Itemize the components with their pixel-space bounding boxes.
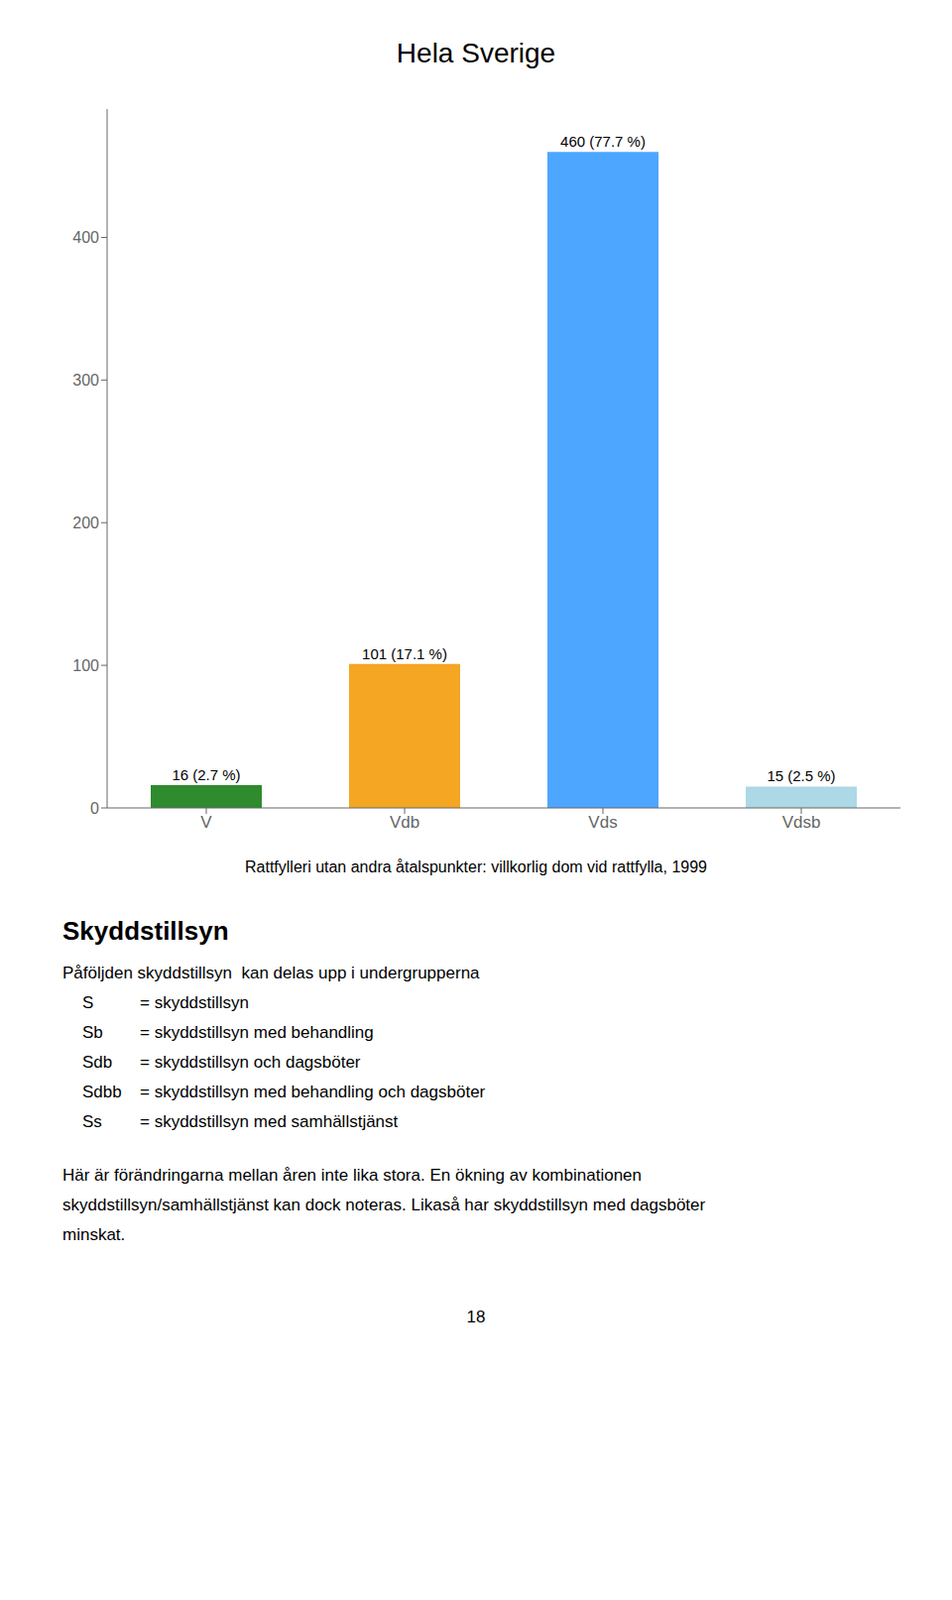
html-text:Sb: Sb [82, 1023, 103, 1043]
html-text:Ss: Ss [82, 1112, 102, 1132]
html-text:= skyddstillsyn med behandling: = skyddstillsyn med behandling och dagsb… [139, 1082, 486, 1102]
svg-text:300: 300 [72, 371, 100, 389]
svg-text:460 (77.7 %): 460 (77.7 %) [560, 132, 646, 150]
html-text:Sdbb: Sdbb [82, 1082, 122, 1102]
svg-text:101 (17.1 %): 101 (17.1 %) [361, 645, 448, 663]
html-text:Sdb: Sdb [82, 1053, 113, 1072]
html-text:= skyddstillsyn och dagsböter: = skyddstillsyn och dagsböter [139, 1053, 361, 1072]
html-text:Påföljden skyddstillsyn kan de: Påföljden skyddstillsyn kan delas upp i … [62, 963, 480, 983]
svg-text:16 (2.7 %): 16 (2.7 %) [171, 766, 240, 784]
svg-text:400: 400 [72, 229, 100, 246]
html-text:= skyddstillsyn: = skyddstillsyn [139, 993, 250, 1013]
html-text:Skyddstillsyn: Skyddstillsyn [62, 916, 229, 947]
svg-text:15 (2.5 %): 15 (2.5 %) [766, 767, 835, 785]
html-text:Hela Sverige: Hela Sverige [396, 37, 556, 69]
html-text:minskat.: minskat. [62, 1225, 126, 1245]
svg-text:100: 100 [72, 657, 100, 675]
html-text:S: S [82, 993, 94, 1013]
html-text:= skyddstillsyn med behandling: = skyddstillsyn med behandling [139, 1023, 374, 1043]
svg-text:V: V [200, 813, 213, 833]
svg-text:Vdb: Vdb [389, 813, 420, 833]
svg-text:Vdsb: Vdsb [782, 813, 822, 833]
html-text:Här är förändringarna mellan å: Här är förändringarna mellan åren inte l… [62, 1166, 642, 1186]
svg-text:200: 200 [72, 514, 100, 532]
html-text:= skyddstillsyn med samhällstj: = skyddstillsyn med samhällstjänst [139, 1112, 398, 1132]
html-text:skyddstillsyn/samhällstjänst k: skyddstillsyn/samhällstjänst kan dock no… [62, 1195, 706, 1215]
svg-text:Vds: Vds [588, 813, 617, 833]
svg-text:0: 0 [90, 800, 100, 818]
html-text:18: 18 [466, 1308, 486, 1327]
html-text:Rattfylleri utan andra åtalspu: Rattfylleri utan andra åtalspunkter: vil… [244, 858, 708, 876]
